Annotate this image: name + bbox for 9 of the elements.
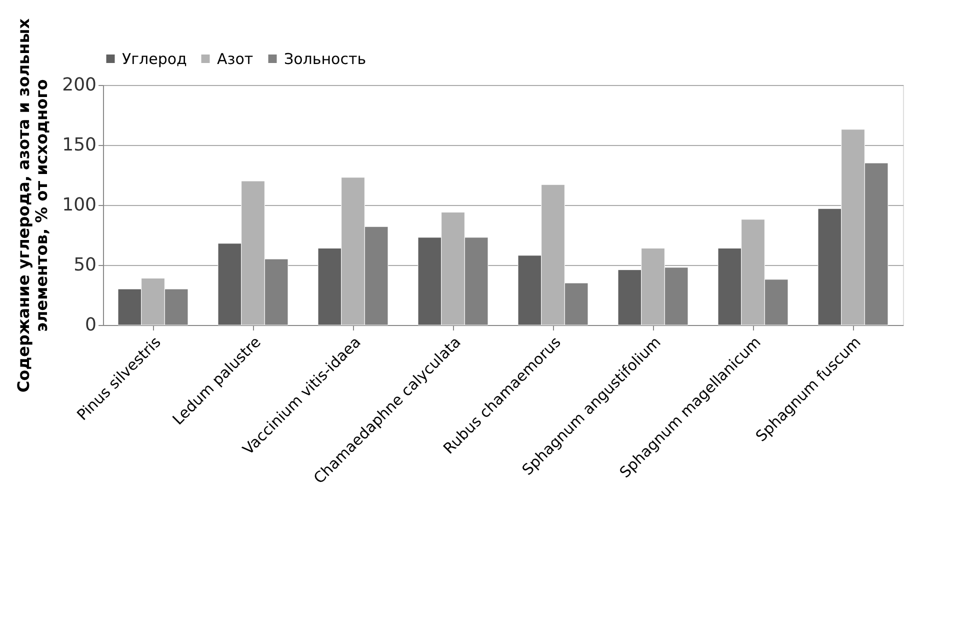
legend-label: Азот	[217, 50, 254, 68]
y-tick-label: 150	[62, 134, 96, 156]
y-tick-label: 200	[62, 74, 96, 96]
legend-label: Углерод	[122, 50, 187, 68]
y-tick-label: 50	[74, 254, 96, 276]
y-axis-title: Содержание углерода, азота и зольных элементов, % от исходного	[14, 18, 52, 393]
legend-label: Зольность	[284, 50, 366, 68]
y-tick-label: 100	[62, 194, 96, 216]
y-tick-label: 0	[85, 314, 96, 336]
